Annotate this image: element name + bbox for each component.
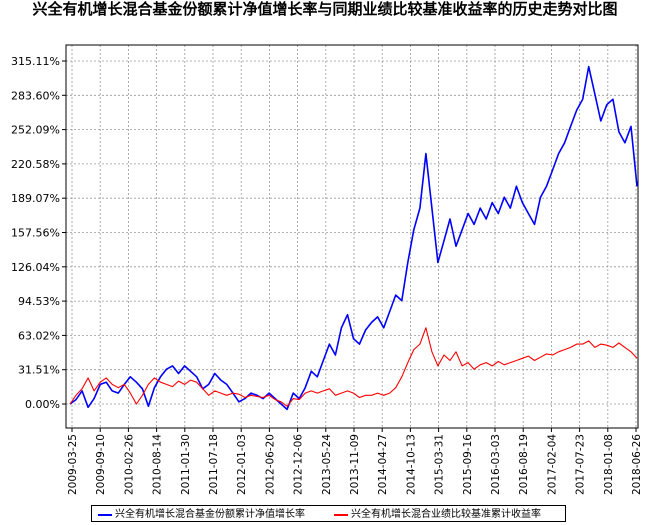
y-tick-label: 220.58% xyxy=(11,158,60,171)
y-tick-label: 63.02% xyxy=(18,329,60,342)
series-layer xyxy=(69,65,638,411)
x-tick-label: 2013-05-24 xyxy=(321,434,333,495)
x-tick-label: 2012-12-06 xyxy=(293,434,305,495)
y-tick-label: 157.56% xyxy=(11,226,60,239)
x-tick-label: 2016-03-03 xyxy=(490,434,502,495)
legend-item-benchmark: 兴全有机增长混合业绩比较基准累计收益率 xyxy=(334,506,541,523)
x-tick-label: 2012-06-20 xyxy=(264,434,276,495)
x-tick-label: 2017-02-04 xyxy=(546,434,558,495)
y-tick-label: 0.00% xyxy=(25,398,60,411)
x-tick-label: 2013-11-09 xyxy=(349,434,361,495)
legend-label: 兴全有机增长混合业绩比较基准累计收益率 xyxy=(351,509,541,520)
x-tick-label: 2011-01-30 xyxy=(180,434,192,495)
x-tick-label: 2014-10-13 xyxy=(405,434,417,495)
y-tick-label: 126.04% xyxy=(11,261,60,274)
y-tick-label: 94.53% xyxy=(18,295,60,308)
x-tick-label: 2009-03-25 xyxy=(67,434,79,495)
x-tick-label: 2016-08-19 xyxy=(518,434,530,495)
legend-swatch-red xyxy=(334,513,348,516)
legend: 兴全有机增长混合基金份额累计净值增长率 兴全有机增长混合业绩比较基准累计收益率 xyxy=(91,505,566,522)
x-tick-label: 2017-07-23 xyxy=(575,434,587,495)
x-tick-label: 2011-07-18 xyxy=(208,434,220,495)
y-tick-label: 315.11% xyxy=(11,55,60,68)
x-tick-label: 2015-09-16 xyxy=(462,434,474,495)
y-tick-label: 283.60% xyxy=(11,89,60,102)
x-tick-label: 2014-04-27 xyxy=(377,434,389,495)
x-tick-label: 2010-02-26 xyxy=(123,434,135,495)
y-tick-label: 31.51% xyxy=(18,364,60,377)
x-axis: 2009-03-25 2009-09-10 2010-02-26 2010-08-14… xyxy=(67,428,643,495)
chart-title: 兴全有机增长混合基金份额累计净值增长率与同期业绩比较基准收益率的历史走势对比图 xyxy=(32,0,618,18)
x-tick-label: 2015-03-31 xyxy=(434,434,446,495)
y-axis: 315.11% 283.60% 252.09% 220.58% 189.07% 157.5… xyxy=(11,55,66,411)
series-line-nav-growth xyxy=(69,65,638,411)
x-tick-label: 2018-01-08 xyxy=(603,434,615,495)
x-tick-label: 2010-08-14 xyxy=(152,434,164,495)
y-tick-label: 189.07% xyxy=(11,192,60,205)
x-tick-label: 2018-06-26 xyxy=(631,434,643,495)
plot-frame xyxy=(65,44,639,429)
x-tick-label: 2012-01-03 xyxy=(236,434,248,495)
legend-item-nav-growth: 兴全有机增长混合基金份额累计净值增长率 xyxy=(98,506,305,523)
grid xyxy=(66,45,638,428)
legend-label: 兴全有机增长混合基金份额累计净值增长率 xyxy=(115,509,305,520)
series-line-benchmark xyxy=(69,327,638,407)
y-tick-label: 252.09% xyxy=(11,124,60,137)
legend-swatch-blue xyxy=(98,513,112,516)
x-tick-label: 2009-09-10 xyxy=(95,434,107,495)
